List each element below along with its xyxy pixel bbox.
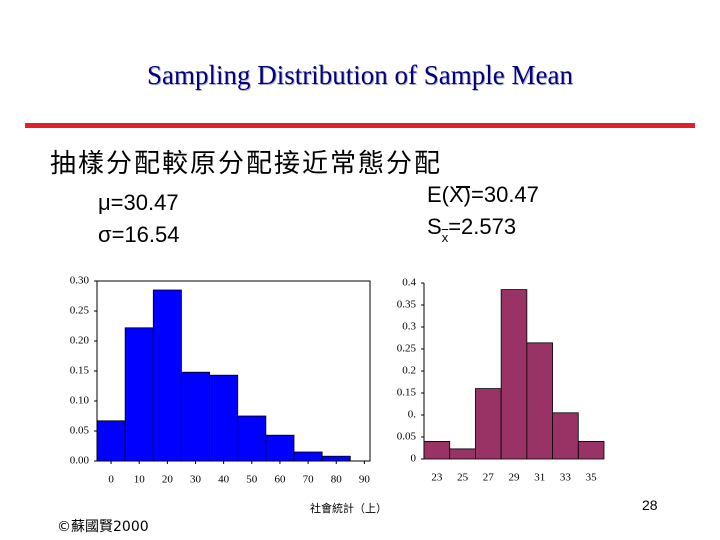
x-tick-label: 80 xyxy=(331,474,343,486)
bar xyxy=(96,420,126,462)
se-subscript: x xyxy=(441,230,449,246)
y-tick-label: 0.25 xyxy=(70,305,90,317)
bar xyxy=(293,451,323,462)
x-tick-label: 0 xyxy=(108,474,114,486)
y-tick-label: 0.15 xyxy=(70,365,90,377)
y-tick-label: 0.15 xyxy=(397,387,417,399)
y-tick-label: 0. xyxy=(408,409,417,421)
bar xyxy=(577,440,605,460)
x-tick-label: 23 xyxy=(431,472,443,484)
x-tick-label: 30 xyxy=(190,474,202,486)
bar xyxy=(500,289,528,460)
copyright: ©蘇國賢2000 xyxy=(57,519,149,535)
standard-error: Sx=2.573 xyxy=(427,214,517,246)
y-tick-label: 0.25 xyxy=(397,343,417,355)
bar xyxy=(181,371,210,462)
x-tick-label: 70 xyxy=(303,474,315,486)
y-tick-label: 0.4 xyxy=(402,277,416,289)
x-tick-label: 90 xyxy=(359,474,371,486)
y-tick-label: 0.20 xyxy=(70,335,90,347)
bar xyxy=(209,374,239,462)
bar xyxy=(423,440,451,460)
x-tick-label: 35 xyxy=(586,472,598,484)
x-tick-label: 40 xyxy=(218,474,230,486)
x-tick-label: 25 xyxy=(457,472,469,484)
bar xyxy=(321,455,351,462)
population-mean: μ=30.47 xyxy=(98,190,179,215)
expected-mean: E(X)=30.47 xyxy=(427,182,539,207)
heading: 抽樣分配較原分配接近常態分配 xyxy=(50,149,443,179)
page-number: 28 xyxy=(642,497,658,513)
se-value: =2.573 xyxy=(448,214,517,239)
bar xyxy=(152,289,182,462)
slide-title: Sampling Distribution of Sample Mean xyxy=(147,60,573,90)
bar xyxy=(449,448,476,460)
bar xyxy=(124,327,154,462)
x-tick-label: 50 xyxy=(246,474,258,486)
x-bar-overline xyxy=(456,186,470,188)
y-tick-label: 0.35 xyxy=(397,299,417,311)
y-tick-label: 0.10 xyxy=(70,395,90,407)
x-tick-label: 31 xyxy=(534,472,545,484)
population-sd: σ=16.54 xyxy=(98,222,180,247)
x-tick-label: 29 xyxy=(509,472,521,484)
y-tick-label: 0.05 xyxy=(70,425,90,437)
y-tick-label: 0.30 xyxy=(70,275,90,287)
y-tick-label: 0.2 xyxy=(402,365,416,377)
x-tick-label: 20 xyxy=(162,474,174,486)
bar xyxy=(526,342,553,460)
bar xyxy=(237,415,267,462)
y-tick-label: 0.05 xyxy=(397,431,417,443)
bar xyxy=(552,412,579,460)
se-prefix: S xyxy=(427,214,442,239)
x-tick-label: 60 xyxy=(274,474,286,486)
title-rule xyxy=(25,123,695,128)
x-tick-label: 27 xyxy=(483,472,495,484)
y-tick-label: 0.00 xyxy=(70,455,90,467)
footer: 社會統計（上） xyxy=(310,502,387,515)
x-tick-label: 10 xyxy=(134,474,146,486)
x-tick-label: 33 xyxy=(560,472,572,484)
bar xyxy=(265,434,295,462)
y-tick-label: 0.3 xyxy=(402,321,416,333)
bar xyxy=(475,388,502,460)
y-tick-label: 0 xyxy=(411,453,417,465)
